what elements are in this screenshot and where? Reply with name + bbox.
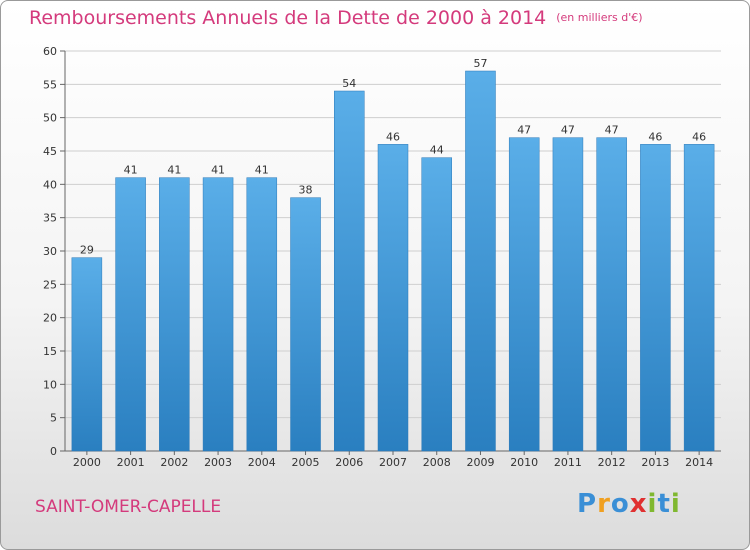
x-tick-label-2002: 2002 (160, 456, 188, 469)
data-label-2014: 46 (692, 130, 706, 143)
x-tick-label-2005: 2005 (292, 456, 320, 469)
y-tick-label: 60 (43, 45, 57, 58)
y-tick-label: 30 (43, 245, 57, 258)
data-label-2010: 47 (517, 124, 531, 137)
chart-title: Remboursements Annuels de la Dette de 20… (29, 7, 643, 29)
x-tick-label-2000: 2000 (73, 456, 101, 469)
brand-logo: Proxiti (577, 489, 681, 519)
bar-2014 (683, 144, 715, 452)
x-tick-label-2012: 2012 (598, 456, 626, 469)
brand-letter: o (610, 489, 630, 519)
bar-2003 (202, 177, 234, 452)
data-label-2012: 47 (605, 124, 619, 137)
y-tick-label: 5 (50, 412, 57, 425)
bar-2006 (334, 90, 365, 452)
x-tick-label-2001: 2001 (117, 456, 145, 469)
data-label-2004: 41 (255, 164, 269, 177)
bar-2002 (159, 177, 190, 452)
data-label-2001: 41 (124, 164, 138, 177)
data-label-2008: 44 (430, 144, 444, 157)
bar-2008 (421, 157, 452, 452)
bar-2000 (71, 257, 103, 452)
y-tick-label: 15 (43, 345, 57, 358)
data-label-2002: 41 (167, 164, 181, 177)
x-tick-label-2006: 2006 (335, 456, 363, 469)
x-tick-label-2013: 2013 (641, 456, 669, 469)
brand-letter: i (670, 489, 681, 519)
y-tick-label: 50 (43, 112, 57, 125)
x-tick-label-2014: 2014 (685, 456, 713, 469)
x-tick-label-2010: 2010 (510, 456, 538, 469)
x-tick-label-2003: 2003 (204, 456, 232, 469)
commune-name: SAINT-OMER-CAPELLE (35, 497, 222, 517)
brand-letter: t (657, 489, 671, 519)
data-label-2007: 46 (386, 130, 400, 143)
y-tick-label: 40 (43, 178, 57, 191)
y-tick-label: 55 (43, 78, 57, 91)
bar-2005 (290, 197, 321, 452)
data-label-2006: 54 (342, 77, 356, 90)
y-tick-label: 45 (43, 145, 57, 158)
bar-2011 (552, 137, 584, 452)
bar-2004 (246, 177, 278, 452)
labels: 0 5 10 15 20 25 30 35 40 45 50 55 60 29 2000 41 2001 41 20… (43, 45, 713, 469)
x-tick-label-2011: 2011 (554, 456, 582, 469)
brand-letter: x (629, 489, 648, 519)
data-label-2003: 41 (211, 164, 225, 177)
x-tick-label-2007: 2007 (379, 456, 407, 469)
brand-letter: r (597, 489, 611, 519)
y-tick-label: 20 (43, 312, 57, 325)
bar-2013 (640, 144, 671, 452)
bar-2009 (465, 70, 496, 452)
y-tick-label: 0 (50, 445, 57, 458)
data-label-2011: 47 (561, 124, 575, 137)
bar-2001 (115, 177, 146, 452)
y-tick-label: 35 (43, 212, 57, 225)
data-label-2009: 57 (473, 57, 487, 70)
data-label-2000: 29 (80, 244, 94, 257)
bar-2010 (508, 137, 540, 452)
brand-letter: P (577, 489, 598, 519)
chart-unit: (en milliers d'€) (556, 11, 643, 24)
x-tick-label-2004: 2004 (248, 456, 276, 469)
x-tick-label-2009: 2009 (466, 456, 494, 469)
brand-letter: i (647, 489, 658, 519)
data-label-2013: 46 (648, 130, 662, 143)
x-tick-label-2008: 2008 (423, 456, 451, 469)
chart-title-text: Remboursements Annuels de la Dette de 20… (29, 7, 547, 29)
bar-2012 (596, 137, 627, 452)
y-tick-label: 10 (43, 378, 57, 391)
bars (71, 70, 715, 452)
y-tick-label: 25 (43, 278, 57, 291)
data-label-2005: 38 (299, 184, 313, 197)
bar-2007 (377, 144, 409, 452)
